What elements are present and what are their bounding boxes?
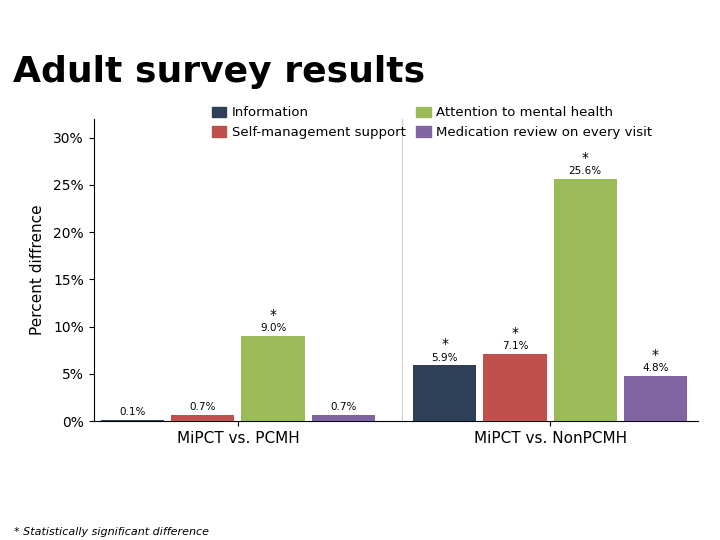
Y-axis label: Percent diffrence: Percent diffrence xyxy=(30,205,45,335)
Text: * Statistically significant difference: * Statistically significant difference xyxy=(14,527,210,537)
Text: *: * xyxy=(582,151,589,165)
Bar xyxy=(312,415,375,421)
Bar xyxy=(483,354,546,421)
Bar xyxy=(241,336,305,421)
Text: *: * xyxy=(652,348,659,362)
Text: 25.6%: 25.6% xyxy=(569,166,602,177)
Bar xyxy=(624,376,687,421)
Text: 16: 16 xyxy=(678,9,703,26)
Text: 0.7%: 0.7% xyxy=(330,402,356,411)
Text: 0.7%: 0.7% xyxy=(189,402,216,411)
Text: 0.1%: 0.1% xyxy=(120,407,146,417)
Text: Adult survey results: Adult survey results xyxy=(13,55,425,89)
Text: *: * xyxy=(269,308,276,322)
Text: *: * xyxy=(441,338,449,352)
Bar xyxy=(413,366,477,421)
Bar xyxy=(554,179,617,421)
Bar xyxy=(101,420,164,421)
Text: 7.1%: 7.1% xyxy=(502,341,528,352)
Text: 4.8%: 4.8% xyxy=(642,363,669,373)
Text: *: * xyxy=(511,326,518,340)
Bar xyxy=(171,415,235,421)
Text: 9.0%: 9.0% xyxy=(260,323,287,333)
Text: 5.9%: 5.9% xyxy=(431,353,458,363)
Legend: Information, Self-management support, Attention to mental health, Medication rev: Information, Self-management support, At… xyxy=(207,101,657,144)
